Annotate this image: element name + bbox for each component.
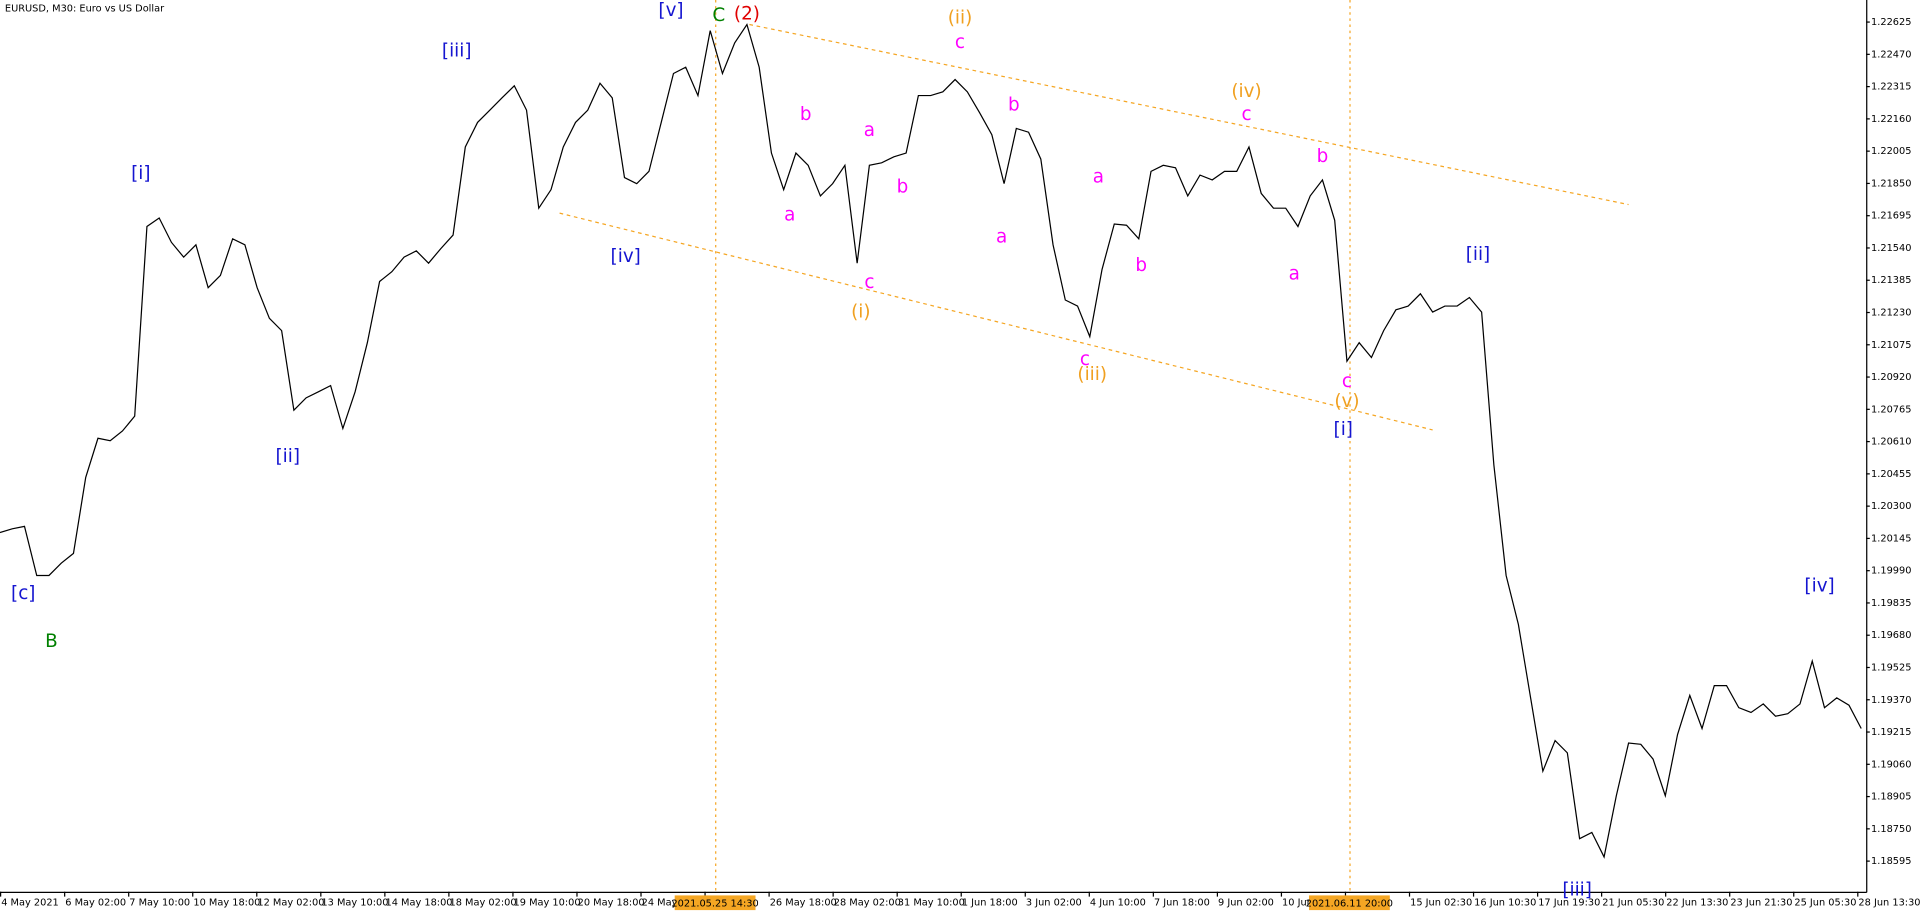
wave-label: [ii] bbox=[1466, 244, 1491, 265]
cursor-label-box bbox=[674, 895, 756, 911]
y-tick-label: 1.21075 bbox=[1871, 340, 1911, 351]
x-tick-label: 10 Jun bbox=[1282, 898, 1313, 909]
x-tick-label: 12 May 02:00 bbox=[257, 898, 324, 909]
wave-label: (v) bbox=[1334, 391, 1359, 412]
x-tick-label: 18 May 02:00 bbox=[450, 898, 517, 909]
wave-label: (2) bbox=[734, 4, 760, 25]
x-tick-label: 15 Jun 02:30 bbox=[1410, 898, 1472, 909]
wave-label: a bbox=[1093, 167, 1104, 188]
wave-label: [i] bbox=[1334, 419, 1353, 440]
x-tick-label: 17 Jun 19:30 bbox=[1538, 898, 1600, 909]
wave-label: [iii] bbox=[442, 40, 472, 61]
y-tick-label: 1.18595 bbox=[1871, 856, 1911, 867]
cursor-label: 2021.05.25 14:30 bbox=[671, 898, 758, 909]
x-tick-label: 4 May 2021 bbox=[1, 898, 59, 909]
chart-title: EURUSD, M30: Euro vs US Dollar bbox=[5, 4, 165, 15]
x-tick-label: 22 Jun 13:30 bbox=[1666, 898, 1728, 909]
channel-upper bbox=[749, 23, 1629, 206]
y-tick-label: 1.19215 bbox=[1871, 727, 1911, 738]
x-tick-label: 24 May bbox=[642, 898, 678, 909]
x-tick-label: 28 May 02:00 bbox=[834, 898, 901, 909]
x-tick-label: 14 May 18:00 bbox=[385, 898, 452, 909]
y-tick-label: 1.22160 bbox=[1871, 114, 1911, 125]
y-tick-label: 1.19680 bbox=[1871, 630, 1911, 641]
wave-label: b bbox=[1008, 94, 1020, 115]
wave-label: c bbox=[1241, 104, 1251, 125]
y-tick-label: 1.21850 bbox=[1871, 178, 1911, 189]
x-tick-label: 10 May 18:00 bbox=[193, 898, 260, 909]
x-tick-label: 31 May 10:00 bbox=[898, 898, 965, 909]
channel-lower bbox=[559, 212, 1433, 431]
x-tick-label: 6 May 02:00 bbox=[65, 898, 126, 909]
wave-label: a bbox=[996, 227, 1007, 248]
wave-label: c bbox=[955, 32, 965, 53]
y-tick-label: 1.22470 bbox=[1871, 49, 1911, 60]
y-tick-label: 1.21695 bbox=[1871, 211, 1911, 222]
x-tick-label: 9 Jun 02:00 bbox=[1218, 898, 1274, 909]
x-tick-label: 21 Jun 05:30 bbox=[1602, 898, 1664, 909]
wave-label: [ii] bbox=[275, 446, 300, 467]
y-tick-label: 1.22315 bbox=[1871, 82, 1911, 93]
wave-label: (ii) bbox=[948, 7, 973, 28]
x-tick-label: 1 Jun 18:00 bbox=[962, 898, 1018, 909]
wave-label: [v] bbox=[658, 0, 683, 21]
y-tick-label: 1.20765 bbox=[1871, 404, 1911, 415]
y-tick-label: 1.19525 bbox=[1871, 662, 1911, 673]
wave-label: C bbox=[712, 5, 725, 26]
wave-label: [iv] bbox=[1804, 576, 1834, 597]
x-tick-label: 7 Jun 18:00 bbox=[1154, 898, 1210, 909]
y-tick-label: 1.21230 bbox=[1871, 308, 1911, 319]
y-tick-label: 1.19835 bbox=[1871, 598, 1911, 609]
wave-label: a bbox=[864, 120, 875, 141]
wave-label: b bbox=[1135, 255, 1147, 276]
y-tick-label: 1.20455 bbox=[1871, 469, 1911, 480]
cursor-label: 2021.06.11 20:00 bbox=[1306, 898, 1393, 909]
x-tick-label: 16 Jun 10:30 bbox=[1474, 898, 1536, 909]
y-tick-label: 1.19370 bbox=[1871, 695, 1911, 706]
wave-label: B bbox=[45, 631, 58, 652]
y-tick-label: 1.22005 bbox=[1871, 146, 1911, 157]
cursor-label-box bbox=[1308, 895, 1390, 911]
wave-label: (i) bbox=[851, 301, 870, 322]
wave-label: (iii) bbox=[1077, 364, 1107, 385]
x-tick-label: 25 Jun 05:30 bbox=[1794, 898, 1856, 909]
x-tick-label: 28 Jun 13:30 bbox=[1858, 898, 1920, 909]
x-tick-label: 4 Jun 10:00 bbox=[1090, 898, 1146, 909]
wave-label: [c] bbox=[11, 583, 35, 604]
wave-label: b bbox=[1317, 146, 1329, 167]
wave-label: b bbox=[800, 104, 812, 125]
y-tick-label: 1.19060 bbox=[1871, 759, 1911, 770]
y-tick-label: 1.20610 bbox=[1871, 437, 1911, 448]
wave-label: (iv) bbox=[1231, 81, 1261, 102]
y-tick-label: 1.21385 bbox=[1871, 275, 1911, 286]
wave-label: c bbox=[1080, 349, 1090, 370]
y-tick-label: 1.20145 bbox=[1871, 533, 1911, 544]
wave-label: c bbox=[864, 272, 874, 293]
y-tick-label: 1.21540 bbox=[1871, 243, 1911, 254]
x-tick-label: 7 May 10:00 bbox=[129, 898, 190, 909]
x-tick-label: 13 May 10:00 bbox=[321, 898, 388, 909]
y-tick-label: 1.18750 bbox=[1871, 824, 1911, 835]
x-tick-label: 20 May 18:00 bbox=[578, 898, 645, 909]
wave-label: [iv] bbox=[611, 246, 641, 267]
x-tick-label: 3 Jun 02:00 bbox=[1026, 898, 1082, 909]
x-tick-label: 26 May 18:00 bbox=[770, 898, 837, 909]
y-tick-label: 1.20300 bbox=[1871, 501, 1911, 512]
y-tick-label: 1.22625 bbox=[1871, 17, 1911, 28]
x-tick-label: 19 May 10:00 bbox=[514, 898, 581, 909]
wave-label: c bbox=[1342, 371, 1352, 392]
wave-label: a bbox=[784, 205, 795, 226]
wave-label: a bbox=[1289, 263, 1300, 284]
price-line bbox=[0, 23, 1862, 859]
y-tick-label: 1.20920 bbox=[1871, 372, 1911, 383]
wave-label: b bbox=[897, 176, 909, 197]
x-tick-label: 23 Jun 21:30 bbox=[1730, 898, 1792, 909]
y-tick-label: 1.19990 bbox=[1871, 566, 1911, 577]
wave-label: [i] bbox=[131, 163, 150, 184]
y-tick-label: 1.18905 bbox=[1871, 792, 1911, 803]
wave-label: [iii] bbox=[1562, 880, 1592, 901]
